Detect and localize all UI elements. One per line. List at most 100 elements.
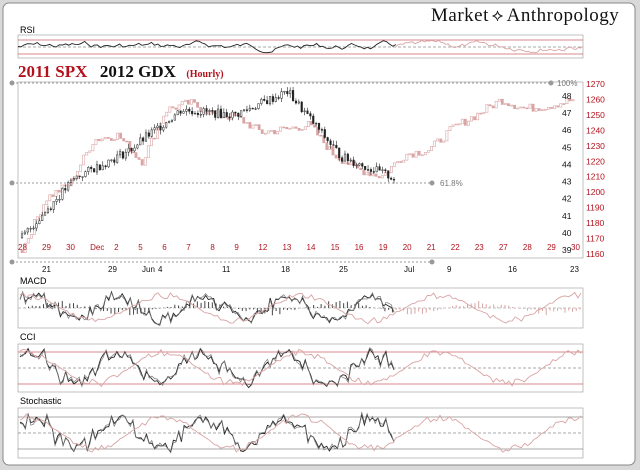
gdx-candle — [64, 188, 67, 191]
spx-xtick: 5 — [138, 243, 143, 252]
gdx-candle — [234, 111, 237, 114]
spx-candle — [242, 117, 246, 124]
spx-candle — [553, 105, 557, 109]
gdx-candle — [52, 201, 55, 210]
spx-candle — [482, 111, 486, 114]
spx-candle — [149, 137, 153, 147]
spx-candle — [562, 103, 566, 105]
gdx-candle — [248, 107, 251, 111]
gdx-candle — [49, 208, 52, 210]
spx-candle — [193, 99, 196, 103]
spx-candle — [325, 142, 329, 151]
spx-xtick: 19 — [379, 243, 388, 252]
spx-ytick: 1160 — [586, 249, 605, 259]
gdx-candle — [286, 91, 289, 95]
gdx-candle — [361, 163, 364, 167]
spx-ytick: 1220 — [586, 156, 605, 166]
spx-candle — [331, 146, 335, 156]
gdx-candle — [176, 110, 179, 116]
gdx-xtick: 9 — [447, 265, 452, 274]
gdx-candle — [392, 179, 396, 181]
spx-xtick: 22 — [451, 243, 460, 252]
gdx-candle — [280, 91, 283, 99]
fib-100-handle-left — [9, 80, 15, 86]
spx-candle — [137, 157, 141, 160]
gdx-candle — [219, 108, 223, 118]
gdx-candle — [254, 108, 257, 110]
gdx-ytick: 48 — [562, 91, 572, 101]
spx-candle — [174, 107, 178, 110]
gdx-candle — [188, 108, 191, 112]
spx-candle — [153, 137, 156, 140]
spx-candle — [282, 126, 286, 129]
spx-candle — [119, 132, 123, 139]
gdx-candle — [78, 175, 81, 178]
spx-candle — [411, 153, 415, 158]
gdx-candle — [251, 107, 254, 110]
spx-candle — [26, 238, 30, 244]
gdx-candle — [289, 90, 292, 95]
gdx-candle — [32, 227, 35, 230]
spx-candle — [306, 121, 310, 127]
gdx-candle — [349, 159, 352, 162]
gdx-candle — [300, 101, 303, 113]
gdx-ytick: 40 — [562, 228, 572, 238]
spx-candle — [556, 105, 560, 108]
fib-618-label: 61.8% — [440, 179, 463, 188]
gdx-candle — [338, 147, 341, 159]
gdx-xtick: 25 — [339, 265, 348, 274]
gdx-candle — [372, 171, 375, 173]
spx-candle — [365, 171, 369, 176]
gdx-candle — [44, 212, 47, 216]
gdx-ytick: 39 — [562, 245, 572, 255]
title-gdx: 2012 GDX — [99, 62, 176, 81]
spx-candle — [408, 153, 412, 156]
spx-candle — [103, 137, 107, 140]
spx-xtick: 29 — [42, 243, 51, 252]
spx-candle — [109, 138, 113, 141]
spx-candle — [143, 157, 147, 166]
spx-candle — [488, 104, 492, 107]
spx-candle — [525, 107, 529, 110]
gdx-candle — [240, 110, 243, 117]
gdx-candle — [245, 109, 248, 111]
gdx-candle — [390, 177, 393, 180]
gdx-candle — [375, 166, 378, 173]
spx-xtick: 13 — [282, 243, 291, 252]
gdx-candle — [69, 179, 73, 183]
spx-xtick: 9 — [234, 243, 239, 252]
spx-candle — [88, 150, 92, 153]
gdx-candle — [199, 114, 202, 116]
range-bottom-handle-left — [9, 259, 15, 265]
spx-xtick: 20 — [403, 243, 412, 252]
gdx-candle — [205, 108, 208, 112]
fib-100-handle-right — [548, 80, 554, 86]
gdx-candle — [67, 182, 70, 191]
spx-candle — [291, 126, 295, 129]
spx-candle — [457, 123, 461, 126]
spx-candle — [380, 175, 384, 179]
spx-candle — [503, 103, 507, 105]
spx-ytick: 1250 — [586, 110, 605, 120]
gdx-candle — [113, 159, 116, 163]
stochastic-title: Stochastic — [20, 396, 62, 406]
gdx-candle — [202, 108, 205, 115]
gdx-candle — [283, 91, 286, 93]
spx-candle — [343, 162, 347, 165]
chart-title: 2011 SPX 2012 GDX (Hourly) — [18, 62, 224, 82]
spx-candle — [294, 126, 298, 129]
gdx-candle — [268, 96, 272, 105]
gdx-candle — [26, 228, 29, 233]
gdx-candle — [378, 166, 381, 171]
spx-candle — [273, 130, 276, 135]
spx-candle — [334, 154, 338, 159]
spx-candle — [565, 98, 569, 105]
gdx-candle — [185, 108, 188, 112]
gdx-candle — [118, 151, 122, 156]
spx-candle — [140, 159, 144, 166]
spx-candle — [359, 167, 363, 170]
gdx-candle — [364, 166, 367, 170]
gdx-candle — [133, 147, 136, 152]
spx-candle — [537, 108, 541, 111]
gdx-candle — [136, 144, 139, 149]
